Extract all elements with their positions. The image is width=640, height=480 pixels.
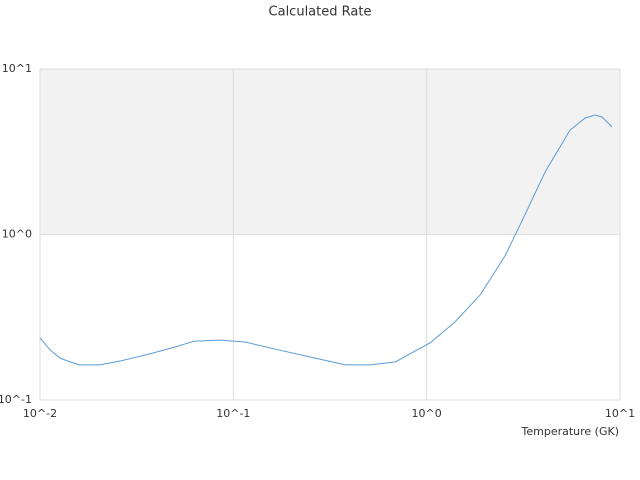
y-tick-label: 10^-1 bbox=[0, 393, 32, 406]
x-tick-label: 10^0 bbox=[412, 407, 442, 420]
chart-title: Calculated Rate bbox=[269, 5, 372, 20]
x-tick-label: 10^1 bbox=[605, 407, 635, 420]
plot-band bbox=[40, 69, 620, 235]
y-tick-label: 10^0 bbox=[2, 228, 32, 241]
x-tick-label: 10^-2 bbox=[23, 407, 57, 420]
x-tick-label: 10^-1 bbox=[216, 407, 250, 420]
y-tick-label: 10^1 bbox=[2, 62, 32, 75]
x-axis-label: Temperature (GK) bbox=[521, 425, 620, 438]
data-line bbox=[39, 114, 613, 366]
